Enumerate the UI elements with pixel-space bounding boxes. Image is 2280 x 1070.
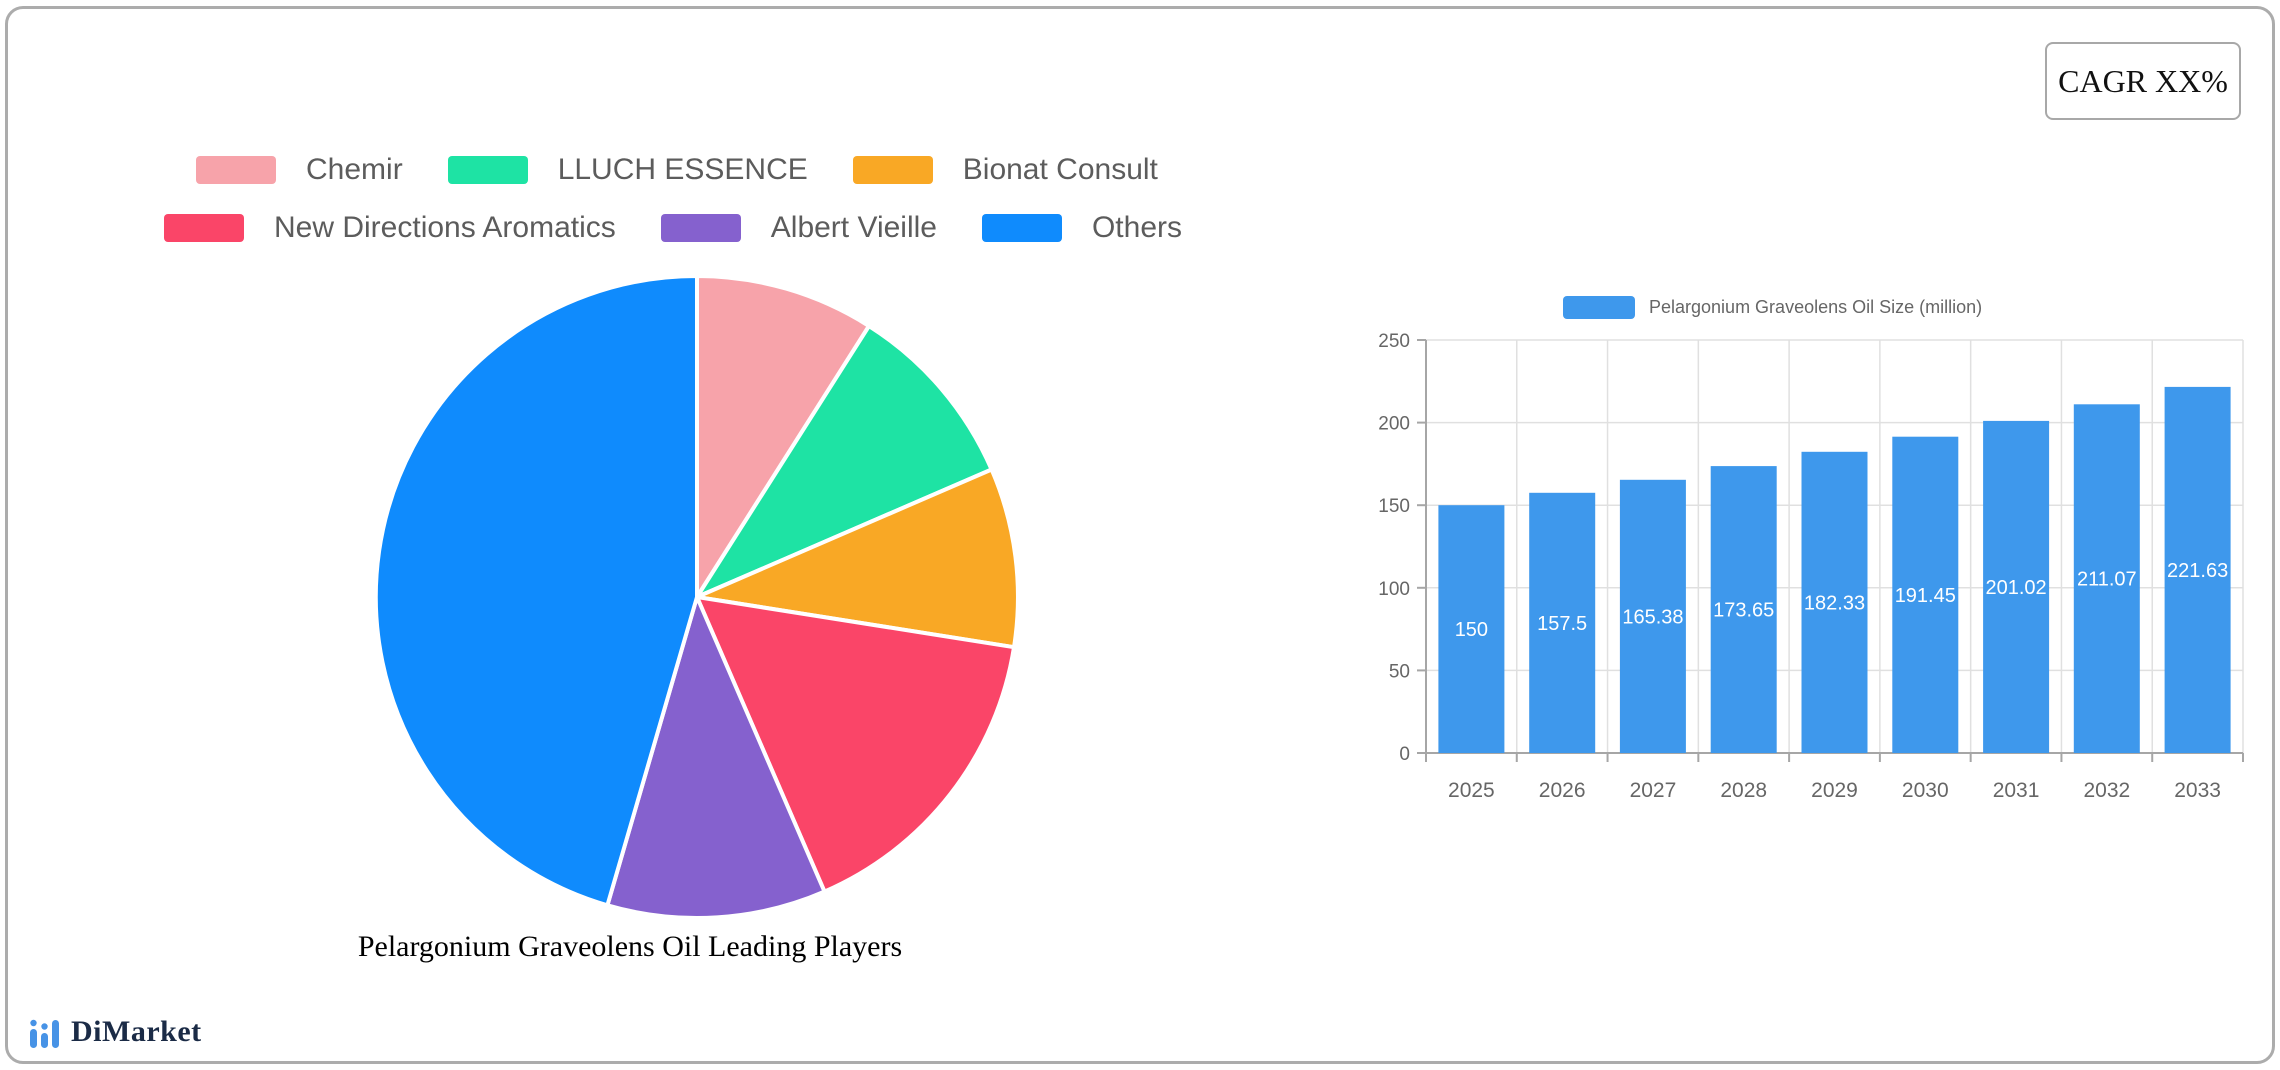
legend-item-chemir[interactable]: Chemir xyxy=(196,153,403,187)
x-tick-label: 2025 xyxy=(1448,779,1495,802)
bar-2031 xyxy=(1983,420,2050,753)
pie-slice-chemir xyxy=(695,274,871,599)
bar-value-label: 221.63 xyxy=(2167,560,2228,582)
legend-item-label: LLUCH ESSENCE xyxy=(557,153,808,186)
bar-value-label: 211.07 xyxy=(2077,569,2137,591)
bar-value-label: 173.65 xyxy=(1713,600,1774,622)
legend-item-label: New Directions Aromatics xyxy=(274,211,616,244)
bar-value-label: 157.5 xyxy=(1537,613,1587,635)
pie-chart xyxy=(373,274,1020,921)
bar-legend-swatch xyxy=(1563,296,1635,319)
bar-2033 xyxy=(2164,386,2231,753)
pie-legend-row-1: Chemir LLUCH ESSENCE Bionat Consult xyxy=(196,153,1158,187)
y-tick-label: 50 xyxy=(1389,661,1410,682)
bar-value-label: 165.38 xyxy=(1622,606,1683,628)
bar-series-legend-item[interactable]: Pelargonium Graveolens Oil Size (million… xyxy=(1563,296,1982,319)
bar-value-label: 191.45 xyxy=(1895,585,1956,607)
bar-2027 xyxy=(1619,479,1686,753)
bar-2028 xyxy=(1710,466,1777,753)
bar-2025 xyxy=(1438,505,1505,753)
y-tick-label: 150 xyxy=(1378,496,1410,517)
legend-item-albert-vieille[interactable]: Albert Vieille xyxy=(660,211,937,245)
x-tick-label: 2031 xyxy=(1993,779,2040,802)
legend-swatch xyxy=(447,156,528,184)
x-tick-label: 2029 xyxy=(1811,779,1858,802)
pie-title: Pelargonium Graveolens Oil Leading Playe… xyxy=(357,930,903,963)
y-tick-label: 0 xyxy=(1399,744,1410,765)
cagr-label: CAGR XX% xyxy=(2058,62,2228,99)
logo-text: DiMarket xyxy=(71,1015,202,1048)
x-tick-label: 2033 xyxy=(2174,779,2221,802)
bar-chart-logo-icon xyxy=(30,1019,59,1048)
pie-slice-bionat-consult xyxy=(695,467,1020,650)
pie-slice-lluch-essence xyxy=(695,324,994,599)
pie-slice-albert-vieille xyxy=(605,595,827,921)
bar-value-label: 201.02 xyxy=(1985,577,2046,599)
pie-legend-row-2: New Directions Aromatics Albert Vieille Ot… xyxy=(164,211,1182,245)
bar-2026 xyxy=(1529,492,1596,753)
bar-value-label: 150 xyxy=(1455,619,1488,641)
x-tick-label: 2027 xyxy=(1630,779,1677,802)
pie-slice-others xyxy=(373,274,699,908)
bar-chart: 0 50 100 150 200 250 150 2025 157.5 2026 165.38 202… xyxy=(1378,331,2244,802)
x-tick-label: 2026 xyxy=(1539,779,1586,802)
legend-item-label: Others xyxy=(1091,211,1182,244)
bar-2029 xyxy=(1801,451,1868,753)
x-tick-label: 2032 xyxy=(2083,779,2130,802)
legend-swatch xyxy=(196,156,276,184)
legend-item-label: Bionat Consult xyxy=(962,153,1158,186)
y-tick-label: 200 xyxy=(1378,414,1410,435)
y-tick-label: 250 xyxy=(1378,331,1410,352)
x-tick-label: 2028 xyxy=(1720,779,1767,802)
bar-2030 xyxy=(1892,436,1959,753)
legend-item-new-directions-aromatics[interactable]: New Directions Aromatics xyxy=(164,211,616,245)
bar-2032 xyxy=(2073,404,2140,753)
legend-item-label: Chemir xyxy=(306,153,403,186)
x-tick-label: 2030 xyxy=(1902,779,1949,802)
cagr-box: CAGR XX% xyxy=(2045,42,2241,120)
legend-swatch xyxy=(164,214,244,242)
legend-swatch xyxy=(852,156,933,184)
y-tick-label: 100 xyxy=(1378,579,1410,600)
bar-value-label: 182.33 xyxy=(1804,592,1865,614)
legend-item-label: Albert Vieille xyxy=(770,211,937,244)
legend-item-others[interactable]: Others xyxy=(981,211,1182,245)
legend-swatch xyxy=(981,214,1062,242)
brand-logo: DiMarket xyxy=(29,1014,202,1050)
legend-item-bionat-consult[interactable]: Bionat Consult xyxy=(852,153,1158,187)
legend-item-lluch-essence[interactable]: LLUCH ESSENCE xyxy=(447,153,808,187)
pie-slice-new-directions-aromatics xyxy=(695,595,1016,894)
legend-swatch xyxy=(660,214,741,242)
bar-legend-label: Pelargonium Graveolens Oil Size (million… xyxy=(1649,297,1983,317)
